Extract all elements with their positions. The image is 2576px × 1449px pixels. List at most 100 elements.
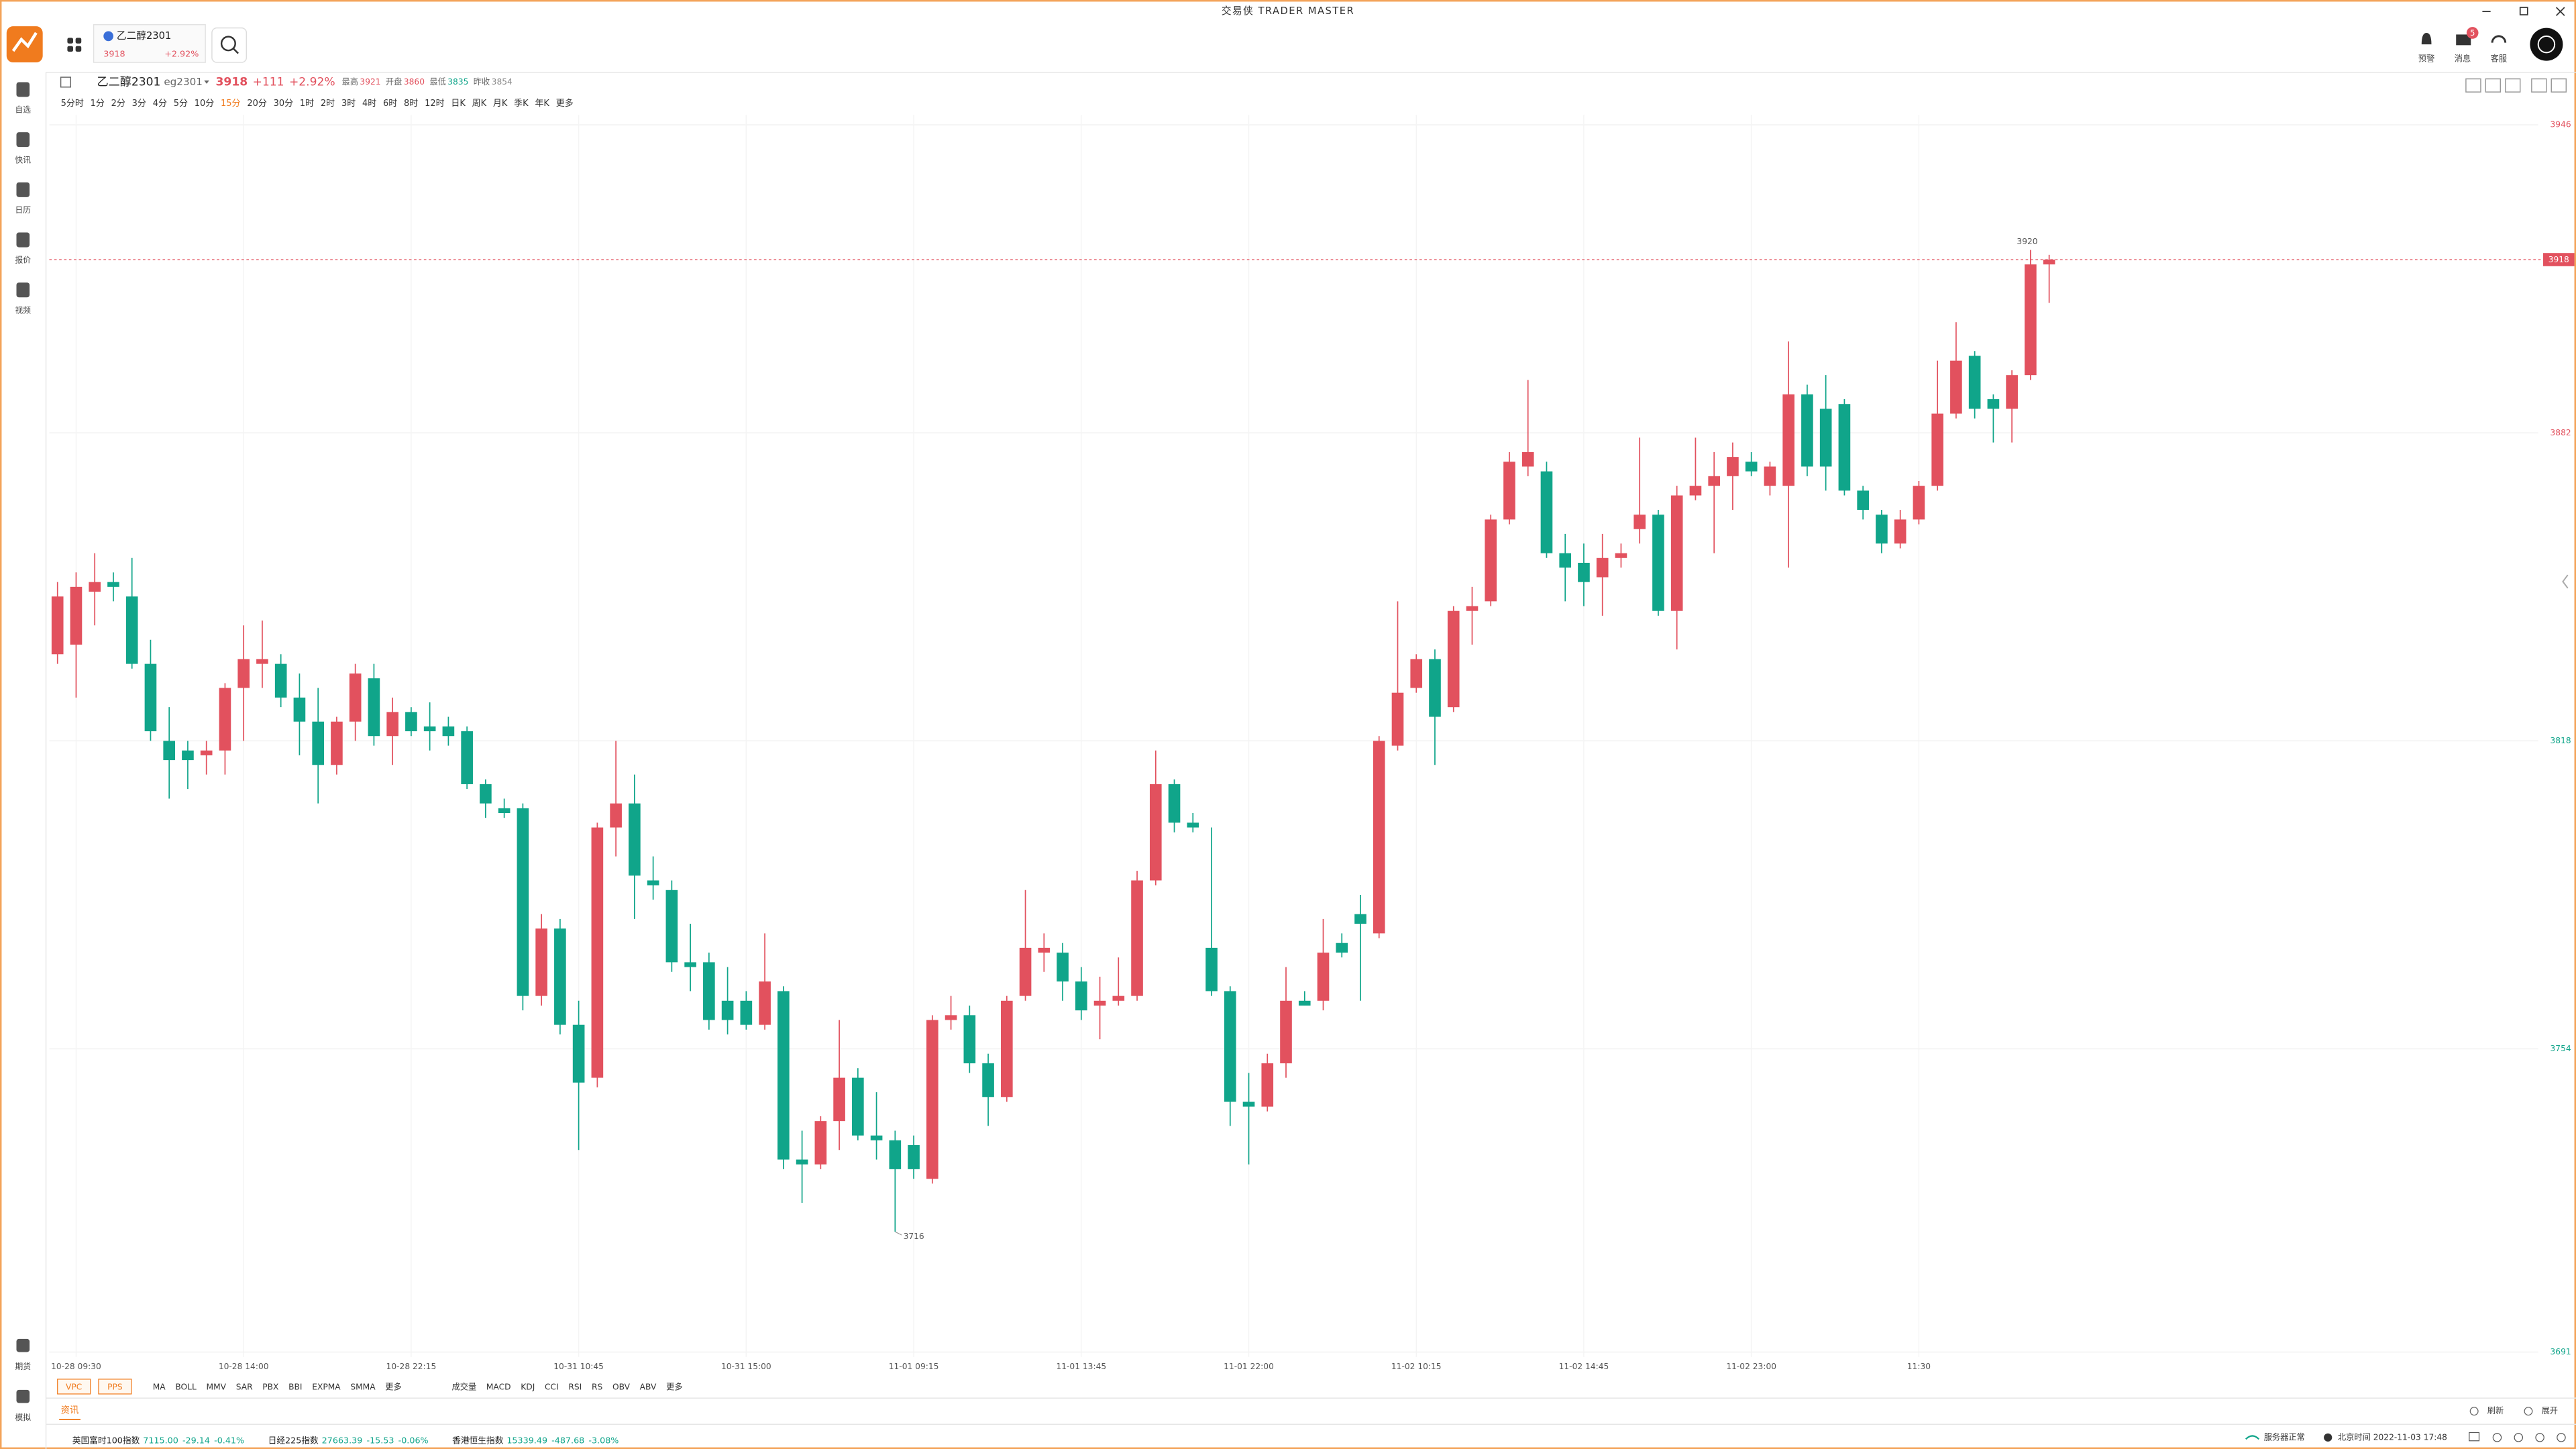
sub-indicator[interactable]: OBV — [612, 1383, 631, 1392]
candle-body — [665, 890, 678, 963]
sub-indicator[interactable]: RSI — [568, 1383, 582, 1392]
bottom-action[interactable]: 刷新 — [2487, 1405, 2504, 1415]
avatar[interactable] — [2530, 28, 2563, 61]
chart-mode-icon[interactable] — [60, 76, 72, 88]
period-button[interactable]: 季K — [514, 99, 529, 109]
chart-tools[interactable] — [2465, 78, 2567, 93]
symbol-tab[interactable] — [93, 23, 206, 63]
period-button[interactable]: 4分 — [153, 99, 167, 109]
candle-body — [1931, 413, 1943, 486]
overlay-indicator[interactable]: PBX — [262, 1383, 278, 1392]
sub-indicator[interactable]: RS — [592, 1383, 603, 1392]
footer-tool[interactable] — [2492, 1433, 2502, 1442]
period-button[interactable]: 1时 — [300, 99, 314, 109]
period-button[interactable]: 2分 — [111, 99, 125, 109]
period-button[interactable]: 2时 — [321, 99, 335, 109]
period-button[interactable]: 年K — [535, 99, 549, 109]
period-button[interactable]: 20分 — [247, 99, 267, 109]
candle-body — [1093, 1000, 1106, 1006]
period-button[interactable]: 15分 — [221, 99, 241, 109]
period-button[interactable]: 1分 — [91, 99, 105, 109]
symbol-name: 乙二醇2301 — [97, 75, 160, 89]
avatar-mark — [2537, 35, 2556, 54]
period-button[interactable]: 3时 — [341, 99, 356, 109]
period-button[interactable]: 10分 — [195, 99, 215, 109]
candle-body — [1057, 953, 1069, 982]
sidebar-label[interactable]: 自选 — [15, 105, 32, 115]
candle-body — [2006, 375, 2018, 409]
overlay-indicator[interactable]: BBI — [288, 1383, 302, 1392]
header-action[interactable]: 预警 — [2418, 54, 2434, 64]
action-icon[interactable] — [2524, 1407, 2533, 1416]
footer-tool[interactable] — [2469, 1432, 2480, 1442]
period-button[interactable]: 月K — [493, 99, 508, 109]
collapse-arrow[interactable] — [2562, 574, 2569, 589]
sidebar-label[interactable]: 模拟 — [15, 1413, 32, 1422]
header-action[interactable]: 消息 — [2455, 54, 2471, 64]
sub-indicator[interactable]: 成交量 — [451, 1382, 476, 1392]
period-button[interactable]: 周K — [472, 99, 487, 109]
sidebar-icon[interactable] — [16, 82, 30, 97]
period-button[interactable]: 日K — [451, 99, 466, 109]
sub-indicator[interactable]: ABV — [640, 1383, 657, 1392]
sidebar-icon[interactable] — [16, 1389, 30, 1403]
candle-body — [1168, 784, 1181, 823]
overlay-indicator[interactable]: BOLL — [175, 1383, 197, 1392]
overlay-indicator[interactable]: SMMA — [350, 1383, 376, 1392]
sidebar-icon[interactable] — [16, 132, 30, 148]
sub-indicator[interactable]: MACD — [486, 1383, 511, 1392]
sidebar-label[interactable]: 期货 — [15, 1362, 32, 1371]
main-indicator[interactable]: PPS — [107, 1383, 123, 1392]
price-change: +111 — [253, 75, 284, 89]
candle-body — [926, 1020, 938, 1179]
sub-indicator[interactable]: 更多 — [666, 1383, 682, 1392]
indicator-box[interactable] — [57, 1379, 91, 1395]
period-button[interactable]: 4时 — [362, 99, 376, 109]
support-icon[interactable] — [2491, 35, 2507, 43]
main-indicator[interactable]: VPC — [66, 1383, 82, 1392]
overlay-indicator[interactable]: 更多 — [385, 1383, 401, 1392]
period-button[interactable]: 6时 — [383, 99, 397, 109]
period-button[interactable]: 更多 — [556, 98, 574, 109]
candle-body — [1205, 947, 1218, 991]
sidebar-label[interactable]: 报价 — [15, 256, 32, 265]
search-button[interactable] — [211, 27, 248, 63]
period-button[interactable]: 5分时 — [61, 99, 84, 109]
window-controls[interactable] — [2482, 7, 2565, 16]
search-icon — [220, 36, 236, 52]
bell-icon[interactable] — [2421, 32, 2432, 45]
sidebar-label[interactable]: 快讯 — [15, 155, 32, 164]
header-action[interactable]: 客服 — [2491, 54, 2507, 64]
indicator-box[interactable] — [98, 1379, 132, 1395]
bottom-action[interactable]: 展开 — [2542, 1406, 2558, 1415]
overlay-indicator[interactable]: EXPMA — [312, 1383, 341, 1392]
period-button[interactable]: 5分 — [174, 99, 188, 109]
overlay-indicator[interactable]: SAR — [236, 1383, 253, 1392]
action-icon[interactable] — [2469, 1407, 2479, 1416]
last-price-box — [2543, 253, 2575, 266]
candle-body — [629, 803, 641, 876]
news-tab[interactable]: 资讯 — [61, 1405, 79, 1415]
sidebar-label[interactable]: 日历 — [15, 205, 32, 215]
sidebar-icon[interactable] — [16, 232, 30, 248]
overlay-indicator[interactable]: MA — [153, 1383, 166, 1392]
footer-tool[interactable] — [2514, 1433, 2524, 1442]
period-button[interactable]: 12时 — [425, 99, 445, 109]
sidebar-icon[interactable] — [16, 282, 30, 298]
dropdown-arrow[interactable] — [204, 80, 209, 84]
footer-tool[interactable] — [2535, 1433, 2544, 1442]
apps-icon[interactable] — [67, 38, 82, 52]
overlay-indicator[interactable]: MMV — [207, 1383, 227, 1392]
sub-indicator[interactable]: CCI — [545, 1383, 559, 1392]
period-button[interactable]: 30分 — [274, 99, 294, 109]
period-button[interactable]: 8时 — [404, 99, 418, 109]
mail-icon[interactable] — [2456, 34, 2471, 46]
candle-body — [610, 803, 622, 828]
period-button[interactable]: 3分 — [132, 99, 146, 109]
footer-tool[interactable] — [2557, 1433, 2566, 1442]
y-tick-label: 3754 — [2551, 1044, 2571, 1053]
sidebar-icon[interactable] — [16, 1338, 30, 1352]
sidebar-label[interactable]: 视频 — [15, 305, 32, 315]
sidebar-icon[interactable] — [16, 182, 30, 197]
sub-indicator[interactable]: KDJ — [521, 1383, 535, 1392]
